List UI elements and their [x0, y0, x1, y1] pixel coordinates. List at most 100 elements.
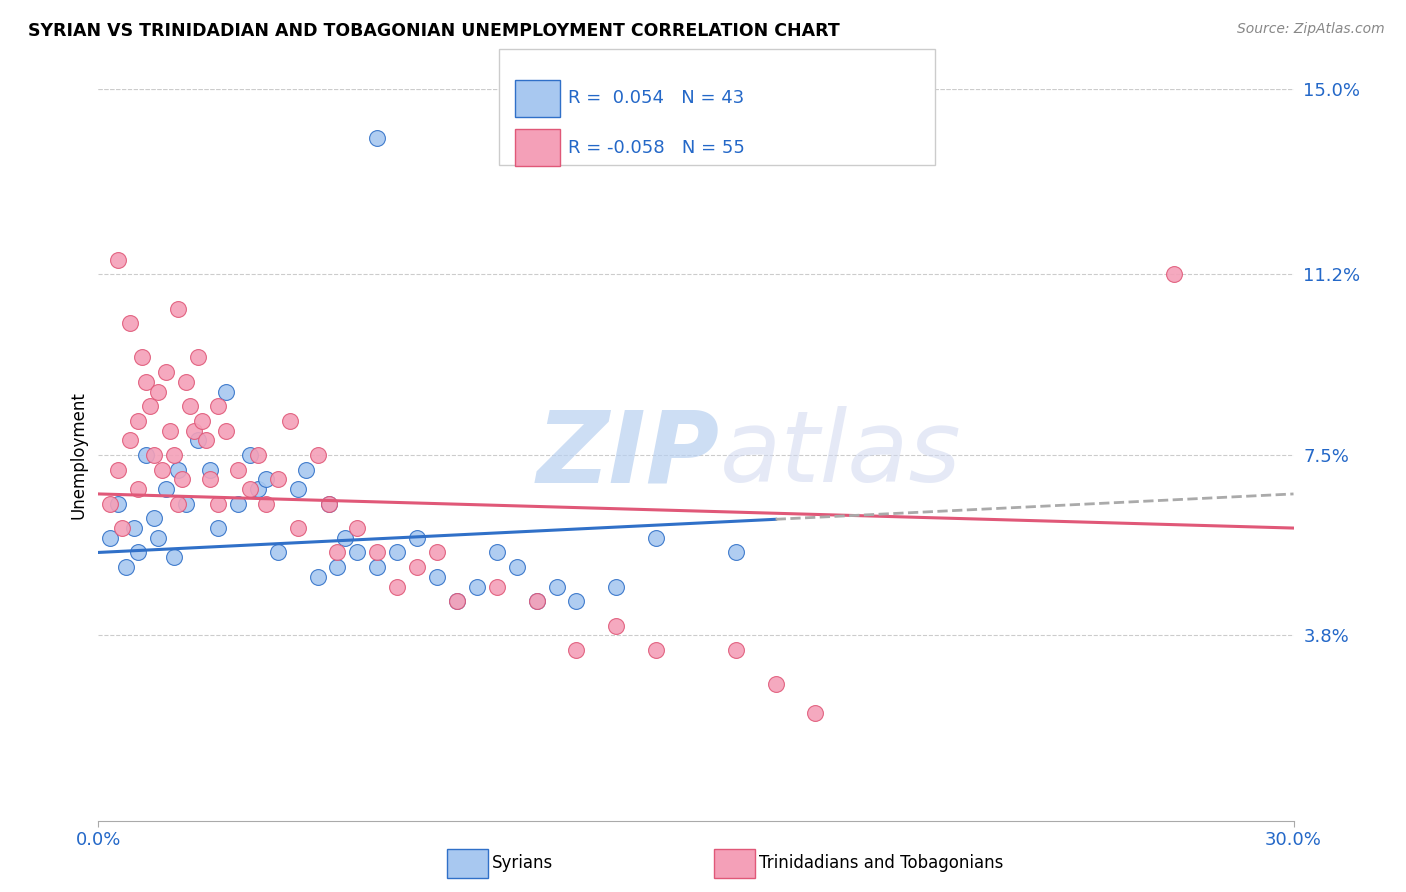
Text: R = -0.058   N = 55: R = -0.058 N = 55 [568, 139, 745, 157]
Point [239, 448, 262, 462]
Point [254, 497, 277, 511]
Point [267, 545, 290, 559]
Point [326, 560, 349, 574]
Point [127, 545, 149, 559]
Point [226, 497, 249, 511]
Point [724, 545, 747, 559]
Point [565, 643, 588, 657]
Point [159, 424, 181, 438]
Point [506, 560, 529, 574]
Point [724, 643, 747, 657]
Point [167, 497, 190, 511]
Point [426, 545, 449, 559]
Point [526, 594, 548, 608]
Point [155, 365, 177, 379]
Point [465, 580, 488, 594]
Point [163, 448, 186, 462]
Text: Syrians: Syrians [492, 855, 554, 872]
Point [366, 131, 388, 145]
Point [215, 424, 238, 438]
Point [385, 580, 409, 594]
Point [239, 482, 262, 496]
Point [143, 511, 166, 525]
Point [526, 594, 548, 608]
Point [215, 384, 238, 399]
Text: SYRIAN VS TRINIDADIAN AND TOBAGONIAN UNEMPLOYMENT CORRELATION CHART: SYRIAN VS TRINIDADIAN AND TOBAGONIAN UNE… [28, 22, 839, 40]
Point [226, 462, 249, 476]
Point [366, 560, 388, 574]
Point [485, 580, 508, 594]
Point [565, 594, 588, 608]
Point [195, 434, 218, 448]
Point [645, 531, 668, 545]
Point [167, 301, 190, 316]
Point [645, 643, 668, 657]
Point [346, 521, 368, 535]
Point [546, 580, 568, 594]
Point [198, 462, 221, 476]
Point [167, 462, 190, 476]
Text: R =  0.054   N = 43: R = 0.054 N = 43 [568, 89, 744, 107]
Point [254, 472, 277, 486]
Text: atlas: atlas [720, 407, 962, 503]
Text: Source: ZipAtlas.com: Source: ZipAtlas.com [1237, 22, 1385, 37]
Point [294, 462, 316, 476]
Point [446, 594, 468, 608]
Point [326, 545, 349, 559]
Point [172, 472, 194, 486]
Point [111, 521, 134, 535]
Text: Trinidadians and Tobagonians: Trinidadians and Tobagonians [759, 855, 1004, 872]
Point [605, 580, 627, 594]
Point [135, 375, 157, 389]
Point [183, 424, 205, 438]
Point [207, 497, 229, 511]
Point [120, 434, 142, 448]
Point [246, 448, 269, 462]
Point [107, 252, 129, 267]
Point [335, 531, 357, 545]
Point [246, 482, 269, 496]
Y-axis label: Unemployment: Unemployment [69, 391, 87, 519]
Point [267, 472, 290, 486]
Point [307, 570, 329, 584]
Point [1163, 268, 1185, 282]
Point [135, 448, 157, 462]
Point [307, 448, 329, 462]
Point [124, 521, 146, 535]
Point [207, 521, 229, 535]
Point [139, 399, 162, 413]
Point [143, 448, 166, 462]
Point [385, 545, 409, 559]
Point [446, 594, 468, 608]
Point [127, 482, 149, 496]
Point [163, 550, 186, 565]
Point [406, 531, 429, 545]
Text: ZIP: ZIP [537, 407, 720, 503]
Point [318, 497, 340, 511]
Point [287, 482, 309, 496]
Point [98, 497, 122, 511]
Point [426, 570, 449, 584]
Point [318, 497, 340, 511]
Point [278, 414, 301, 428]
Point [765, 677, 787, 691]
Point [174, 375, 197, 389]
Point [120, 316, 142, 330]
Point [98, 531, 122, 545]
Point [131, 351, 153, 365]
Point [174, 497, 197, 511]
Point [485, 545, 508, 559]
Point [150, 462, 173, 476]
Point [207, 399, 229, 413]
Point [187, 351, 209, 365]
Point [198, 472, 221, 486]
Point [115, 560, 138, 574]
Point [366, 545, 388, 559]
Point [179, 399, 201, 413]
Point [155, 482, 177, 496]
Point [406, 560, 429, 574]
Point [127, 414, 149, 428]
Point [148, 531, 170, 545]
Point [804, 706, 827, 721]
Point [148, 384, 170, 399]
